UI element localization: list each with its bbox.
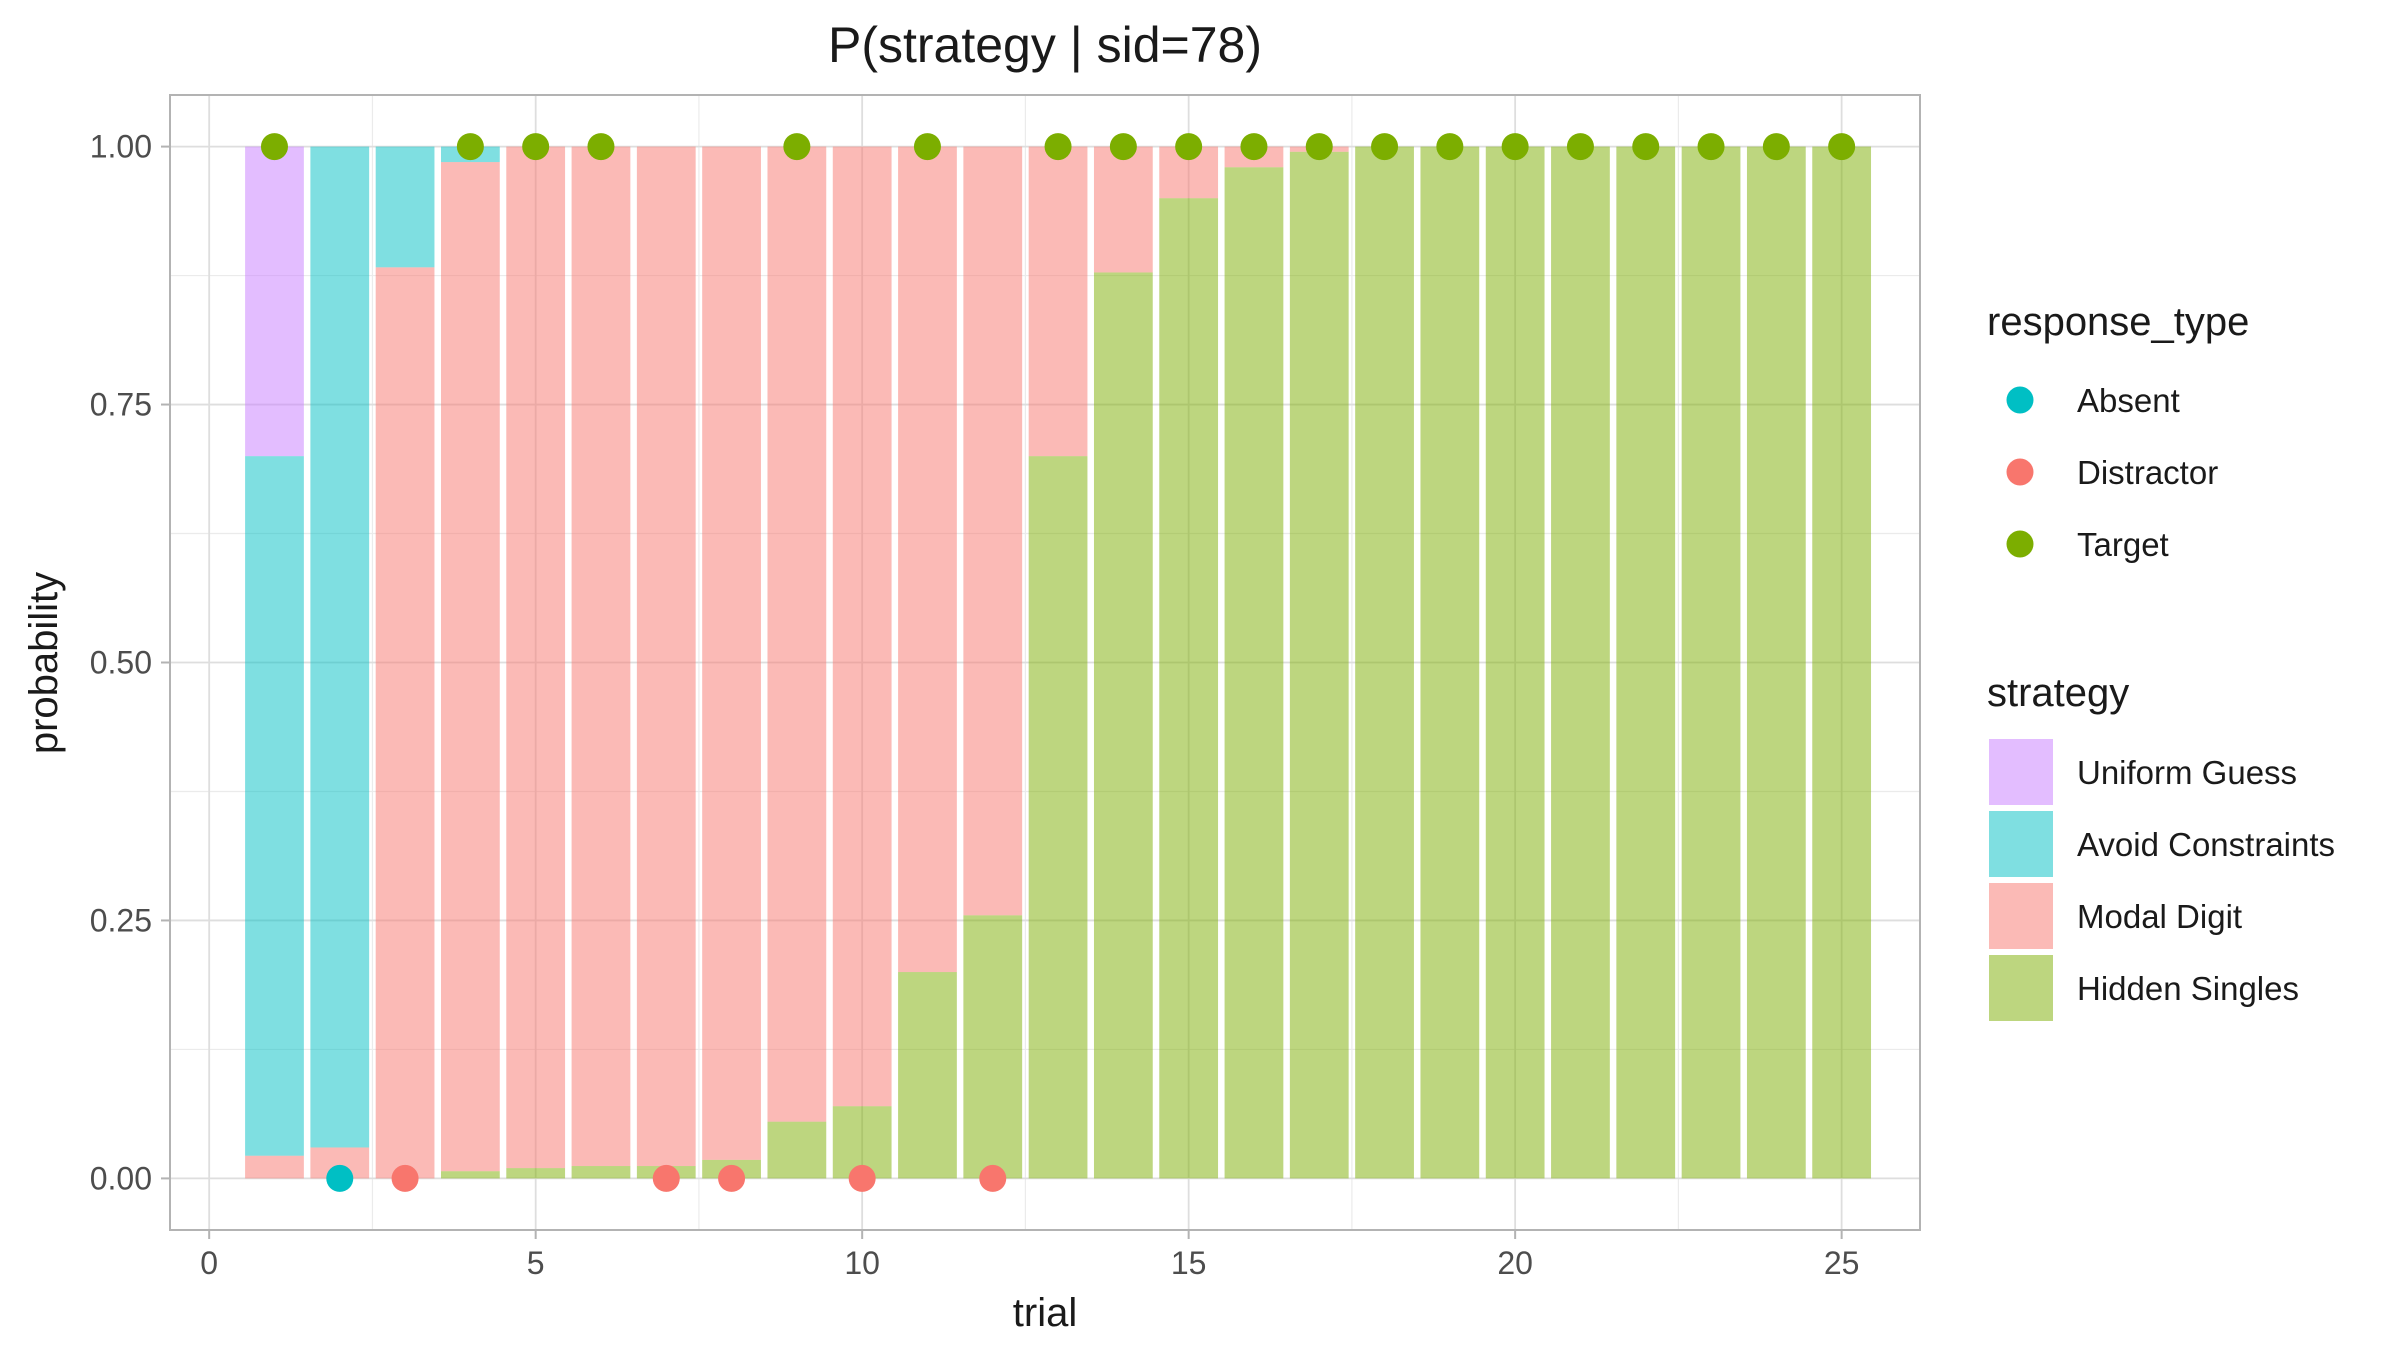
bar-segment-modal-digit — [1028, 146, 1088, 457]
x-tick-label: 5 — [527, 1245, 545, 1281]
bar-segment-hidden-singles — [1224, 167, 1284, 1179]
response-point-distractor — [391, 1164, 419, 1192]
bar-segment-hidden-singles — [898, 972, 957, 1179]
plot-panel: 0 5 10 15 20 25 0.00 0.25 0.50 0.75 1.00 — [90, 94, 1921, 1281]
bar-segment-avoid-constraints — [310, 146, 370, 1148]
y-tick-label: 0.00 — [90, 1160, 152, 1196]
bar-segment-hidden-singles — [1028, 456, 1088, 1179]
response-point-target — [260, 133, 288, 161]
bar-segment-hidden-singles — [1159, 198, 1219, 1179]
y-tick-label: 0.50 — [90, 645, 152, 681]
y-tick-label: 0.25 — [90, 902, 152, 938]
bar-segment-hidden-singles — [1420, 146, 1480, 1179]
bar-segment-modal-digit — [767, 146, 827, 1122]
legend-key-modal-digit — [1989, 883, 2053, 949]
y-axis-title: probability — [22, 572, 66, 754]
legend-title-strategy: strategy — [1987, 671, 2129, 715]
bar-segment-hidden-singles — [1551, 146, 1610, 1179]
bar-segment-modal-digit — [636, 146, 696, 1167]
bar-segment-hidden-singles — [571, 1166, 631, 1179]
legend-title-response-type: response_type — [1987, 300, 2249, 344]
x-tick-label: 25 — [1824, 1245, 1860, 1281]
bar-segment-hidden-singles — [767, 1121, 827, 1179]
response-point-target — [913, 133, 941, 161]
response-point-target — [522, 133, 550, 161]
legend-label-uniform-guess: Uniform Guess — [2077, 754, 2297, 791]
legend-label-hidden-singles: Hidden Singles — [2077, 970, 2299, 1007]
legend-key-hidden-singles — [1989, 955, 2053, 1021]
bar-segment-modal-digit — [506, 146, 566, 1169]
response-point-distractor — [848, 1164, 876, 1192]
bar-segment-modal-digit — [1093, 146, 1153, 273]
bar-segment-hidden-singles — [1746, 146, 1806, 1179]
x-tick-label: 10 — [844, 1245, 880, 1281]
legend-key-absent — [2006, 386, 2034, 414]
response-point-target — [1501, 133, 1529, 161]
bar-segment-modal-digit — [440, 162, 500, 1172]
response-point-target — [1305, 133, 1333, 161]
response-point-target — [783, 133, 811, 161]
x-axis-title: trial — [1013, 1291, 1077, 1335]
response-point-distractor — [652, 1164, 680, 1192]
legend-label-absent: Absent — [2077, 382, 2180, 419]
response-point-target — [1109, 133, 1137, 161]
legend-key-avoid-constraints — [1989, 811, 2053, 877]
response-point-absent — [326, 1164, 354, 1192]
response-point-target — [1240, 133, 1268, 161]
response-point-target — [1371, 133, 1399, 161]
response-point-target — [1697, 133, 1725, 161]
bar-segment-hidden-singles — [1355, 146, 1414, 1179]
x-tick-label: 0 — [200, 1245, 218, 1281]
bar-segment-uniform-guess — [245, 146, 304, 457]
y-tick-label: 0.75 — [90, 387, 152, 423]
legend-key-uniform-guess — [1989, 739, 2053, 805]
x-tick-label: 20 — [1497, 1245, 1533, 1281]
bar-segment-modal-digit — [375, 267, 435, 1179]
bar-segment-hidden-singles — [1289, 151, 1349, 1179]
bar-segment-modal-digit — [963, 146, 1023, 916]
bar-segment-avoid-constraints — [245, 456, 304, 1156]
bar-segment-hidden-singles — [506, 1168, 566, 1179]
x-tick-label: 15 — [1171, 1245, 1207, 1281]
bar-segment-modal-digit — [898, 146, 957, 973]
response-point-target — [587, 133, 615, 161]
bar-segment-modal-digit — [702, 146, 761, 1160]
bar-segment-hidden-singles — [1681, 146, 1741, 1179]
response-point-target — [1762, 133, 1790, 161]
response-point-target — [1436, 133, 1464, 161]
legend-key-distractor — [2006, 458, 2034, 486]
legend-label-target: Target — [2077, 526, 2169, 563]
response-point-target — [1044, 133, 1072, 161]
response-point-distractor — [979, 1164, 1007, 1192]
bar-segment-hidden-singles — [1093, 272, 1153, 1179]
response-point-distractor — [718, 1164, 746, 1192]
bar-segment-modal-digit — [571, 146, 631, 1167]
chart-title: P(strategy | sid=78) — [828, 17, 1262, 73]
y-tick-label: 1.00 — [90, 129, 152, 165]
response-point-target — [1175, 133, 1203, 161]
response-point-target — [1566, 133, 1594, 161]
response-point-target — [1828, 133, 1856, 161]
bar-segment-hidden-singles — [1485, 146, 1545, 1179]
bar-segment-hidden-singles — [440, 1171, 500, 1179]
bar-segment-avoid-constraints — [375, 146, 435, 268]
legend-label-modal-digit: Modal Digit — [2077, 898, 2242, 935]
legend-label-avoid-constraints: Avoid Constraints — [2077, 826, 2335, 863]
legend: response_type Absent Distractor Target strat… — [1987, 300, 2335, 1021]
bar-segment-hidden-singles — [1616, 146, 1676, 1179]
bar-segment-modal-digit — [832, 146, 892, 1107]
legend-label-distractor: Distractor — [2077, 454, 2218, 491]
bar-segment-hidden-singles — [1812, 146, 1872, 1179]
bar-segment-hidden-singles — [963, 915, 1023, 1179]
bar-segment-modal-digit — [245, 1155, 304, 1179]
response-point-target — [456, 133, 484, 161]
response-point-target — [1632, 133, 1660, 161]
legend-key-target — [2006, 530, 2034, 558]
